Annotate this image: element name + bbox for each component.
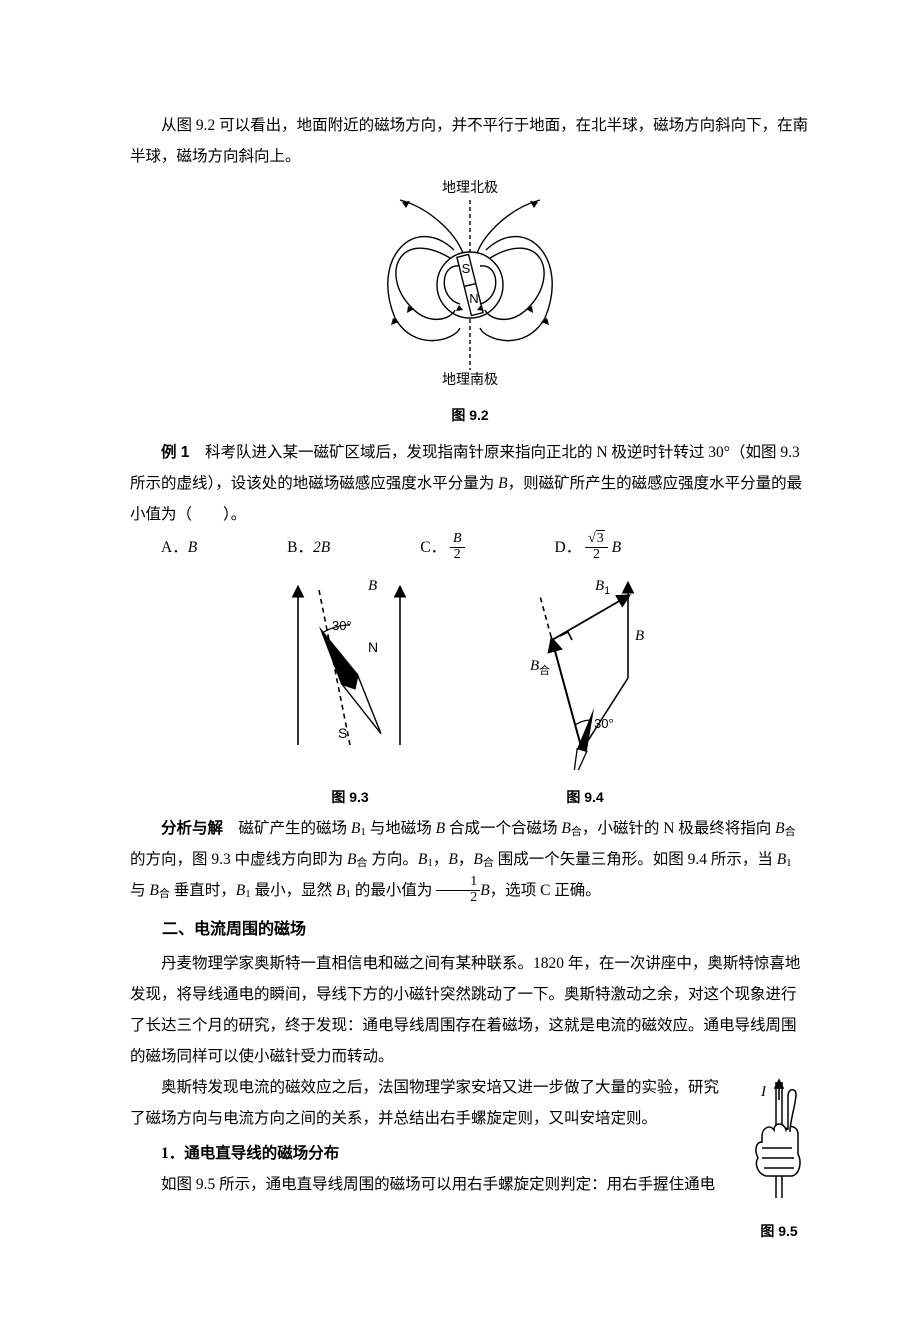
fig5-I: I <box>760 1084 767 1100</box>
var-B: B <box>498 475 507 492</box>
para-oersted: 丹麦物理学家奥斯特一直相信电和磁之间有某种联系。1820 年，在一次讲座中，奥斯… <box>130 948 810 1072</box>
figure-9-3-caption: 图 9.3 <box>270 783 430 811</box>
option-a: A．B <box>161 532 197 564</box>
example-1: 例 1 科考队进入某一磁矿区域后，发现指南针原来指向正北的 N 极逆时针转过 3… <box>130 437 810 530</box>
figure-9-2: 地理北极 S N 地理南极 图 9.2 <box>130 178 810 429</box>
analysis-para: 分析与解 磁矿产生的磁场 B1 与地磁场 B 合成一个合磁场 B合，小磁针的 N… <box>130 813 810 907</box>
option-b: B．2B <box>287 532 330 564</box>
right-hand-rule-icon: I <box>748 1076 810 1204</box>
answer-options: A．B B．2B C． B2 D． √32 B <box>161 532 810 564</box>
fig3-S: S <box>338 725 347 741</box>
option-c: C． B2 <box>420 532 464 564</box>
para-ampere: 奥斯特发现电流的磁效应之后，法国物理学家安培又进一步做了大量的实验，研究了磁场方… <box>130 1072 810 1134</box>
fig3-N: N <box>368 639 378 655</box>
fig4-Bhe: B合 <box>530 658 550 677</box>
example-1-label: 例 1 <box>161 444 189 461</box>
fig4-angle: 30° <box>594 716 614 731</box>
para-1: 从图 9.2 可以看出，地面附近的磁场方向，并不平行于地面，在北半球，磁场方向斜… <box>130 110 810 172</box>
fig3-B-label: B <box>368 578 377 594</box>
heading-straight-wire: 1．通电直导线的磁场分布 <box>130 1138 810 1169</box>
fig4-B: B <box>635 628 644 644</box>
figures-9-3-9-4: B 30° N S 图 9.3 <box>130 570 810 811</box>
figure-9-4-caption: 图 9.4 <box>500 783 670 811</box>
south-pole-label: 地理南极 <box>442 371 498 387</box>
para-right-hand: 如图 9.5 所示，通电直导线周围的磁场可以用右手螺旋定则判定：用右手握住通电 <box>130 1169 810 1200</box>
option-d: D． √32 B <box>555 532 622 564</box>
analysis-label: 分析与解 <box>161 820 223 837</box>
n-label: N <box>469 291 478 306</box>
figure-9-4: B1 B B合 30° 图 9.4 <box>500 570 670 811</box>
earth-field-diagram: 地理北极 S N 地理南极 <box>360 178 580 388</box>
fig4-B1: B1 <box>595 578 610 597</box>
heading-current-magnetic-field: 二、电流周围的磁场 <box>130 914 810 946</box>
s-label: S <box>462 261 471 276</box>
north-pole-label: 地理北极 <box>442 179 498 195</box>
figure-9-2-caption: 图 9.2 <box>130 401 810 429</box>
figure-9-3: B 30° N S 图 9.3 <box>270 570 430 811</box>
figure-9-5-caption: 图 9.5 <box>748 1217 810 1245</box>
fig3-angle: 30° <box>332 618 352 633</box>
figure-9-5: I 图 9.5 <box>748 1076 810 1245</box>
